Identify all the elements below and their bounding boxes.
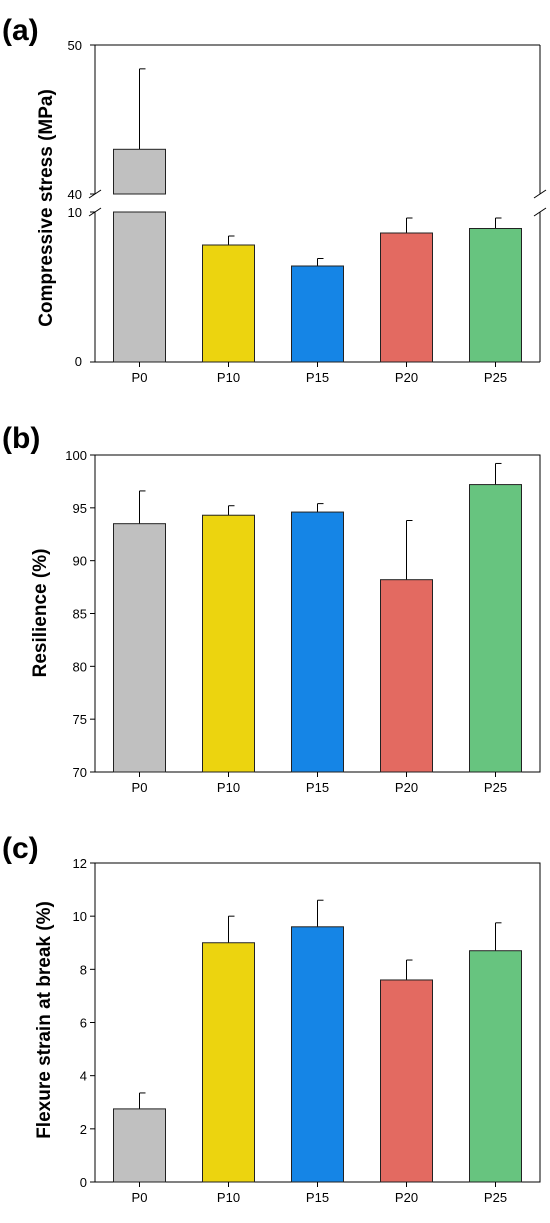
y-tick-label: 100 — [65, 448, 87, 463]
y-tick-label-a-50: 50 — [68, 38, 82, 53]
plot-area-a: P0 P10 P15 P20 P25 — [88, 44, 547, 385]
axis-break-mark — [533, 189, 547, 199]
x-tick-label-p20: P20 — [395, 1190, 418, 1205]
axis-break-mark — [533, 207, 547, 217]
bar-p0-upper — [113, 148, 166, 195]
panel-label-a: (a) — [2, 14, 39, 47]
x-tick-label-p25: P25 — [484, 370, 507, 385]
y-tick-label: 4 — [80, 1069, 87, 1084]
bar-p20 — [380, 979, 433, 1183]
x-tick-label-p10: P10 — [217, 370, 240, 385]
bar-p15 — [291, 926, 344, 1183]
x-tick-label-p0: P0 — [132, 370, 148, 385]
bar-p0 — [113, 523, 166, 773]
bar-p20 — [380, 579, 433, 773]
y-tick-label: 6 — [80, 1016, 87, 1031]
bar-p25 — [469, 228, 522, 363]
bar-p10 — [202, 514, 255, 773]
y-tick-label: 95 — [73, 501, 87, 516]
panel-label-c: (c) — [2, 832, 39, 865]
panel-b: (b) Resilience (%) 70 75 80 85 90 95 100 P0 P10 P… — [2, 422, 541, 795]
y-tick-label: 12 — [73, 856, 87, 871]
bar-p10 — [202, 244, 255, 363]
bar-p10 — [202, 942, 255, 1183]
bar-p0 — [113, 1108, 166, 1183]
x-tick-label-p15: P15 — [306, 1190, 329, 1205]
x-tick-label-p15: P15 — [306, 370, 329, 385]
x-tick-label-p0: P0 — [132, 780, 148, 795]
panel-label-b: (b) — [2, 422, 40, 455]
panel-a: (a) Compressive stress (MPa) 50 40 10 0 … — [2, 14, 547, 385]
y-tick-label: 8 — [80, 962, 87, 977]
x-tick-label-p20: P20 — [395, 780, 418, 795]
y-tick-label: 0 — [80, 1175, 87, 1190]
y-tick-label: 70 — [73, 765, 87, 780]
y-tick-label: 90 — [73, 554, 87, 569]
x-tick-label-p25: P25 — [484, 1190, 507, 1205]
plot-area-c: 0 2 4 6 8 10 12 P0 P10 P15 P20 P25 — [73, 856, 541, 1205]
x-tick-label-p10: P10 — [217, 1190, 240, 1205]
y-tick-label: 80 — [73, 659, 87, 674]
bar-p0-lower — [113, 211, 166, 363]
bar-p25 — [469, 950, 522, 1183]
bar-p15 — [291, 511, 344, 773]
y-tick-label-a-0: 0 — [75, 354, 82, 369]
x-tick-label-p20: P20 — [395, 370, 418, 385]
bar-p15 — [291, 265, 344, 363]
x-tick-label-p15: P15 — [306, 780, 329, 795]
y-axis-label-b: Resilience (%) — [30, 549, 51, 678]
y-tick-label: 75 — [73, 712, 87, 727]
x-tick-label-p25: P25 — [484, 780, 507, 795]
y-tick-label-a-40: 40 — [68, 187, 82, 202]
bar-p25 — [469, 484, 522, 773]
x-tick-label-p10: P10 — [217, 780, 240, 795]
y-axis-label-a: Compressive stress (MPa) — [36, 89, 57, 327]
y-tick-label: 85 — [73, 607, 87, 622]
y-tick-label: 2 — [80, 1122, 87, 1137]
plot-area-b: 70 75 80 85 90 95 100 P0 P10 P15 P20 P25 — [65, 448, 541, 795]
bar-p20 — [380, 232, 433, 363]
y-axis-label-c: Flexure strain at break (%) — [34, 901, 55, 1139]
panel-c: (c) Flexure strain at break (%) 0 2 4 6 8 10 1… — [2, 832, 541, 1205]
y-tick-label: 10 — [73, 909, 87, 924]
y-tick-label-a-10: 10 — [68, 205, 82, 220]
x-tick-label-p0: P0 — [132, 1190, 148, 1205]
